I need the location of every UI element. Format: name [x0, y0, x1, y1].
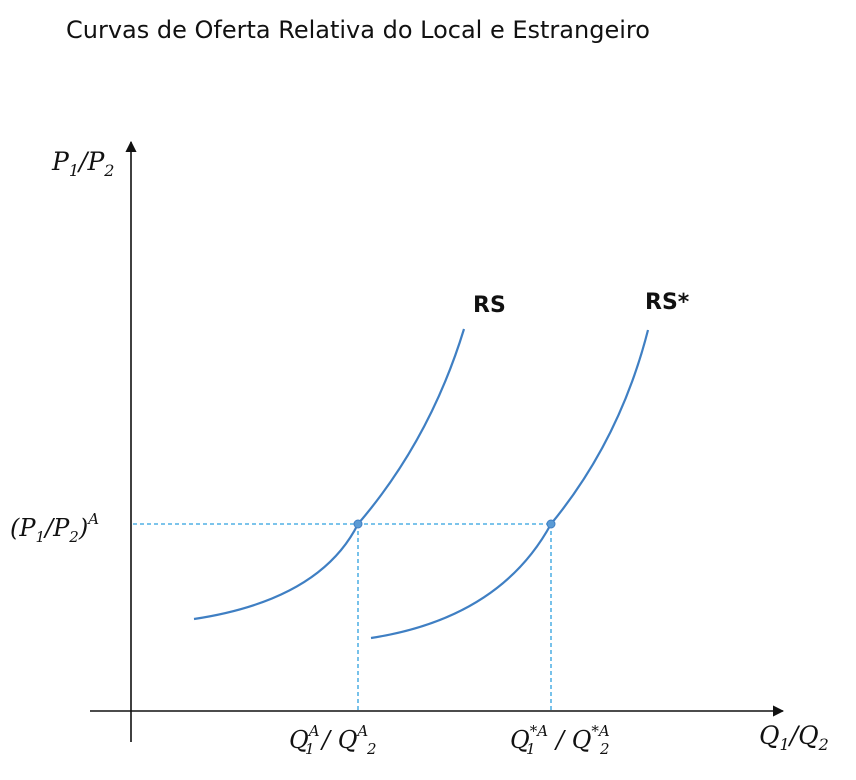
y-axis-label: P1/P2 — [51, 147, 114, 180]
foreign-equilibrium-point — [546, 519, 556, 529]
rs-label: RS — [473, 293, 506, 318]
home-quantity-label: QA 1/ QA 2 — [289, 722, 377, 758]
rs-curve — [193, 328, 466, 621]
rs-star-label: RS* — [645, 290, 690, 315]
diagram-title: Curvas de Oferta Relativa do Local e Est… — [66, 16, 650, 44]
home-equilibrium-point — [353, 519, 363, 529]
rs-star-curve — [370, 329, 650, 640]
foreign-quantity-label: Q*A 1/ Q*A 2 — [510, 722, 610, 758]
equilibrium-price-label: (P1/P2)A — [10, 510, 99, 546]
x-axis-label: Q1/Q2 — [759, 721, 829, 754]
